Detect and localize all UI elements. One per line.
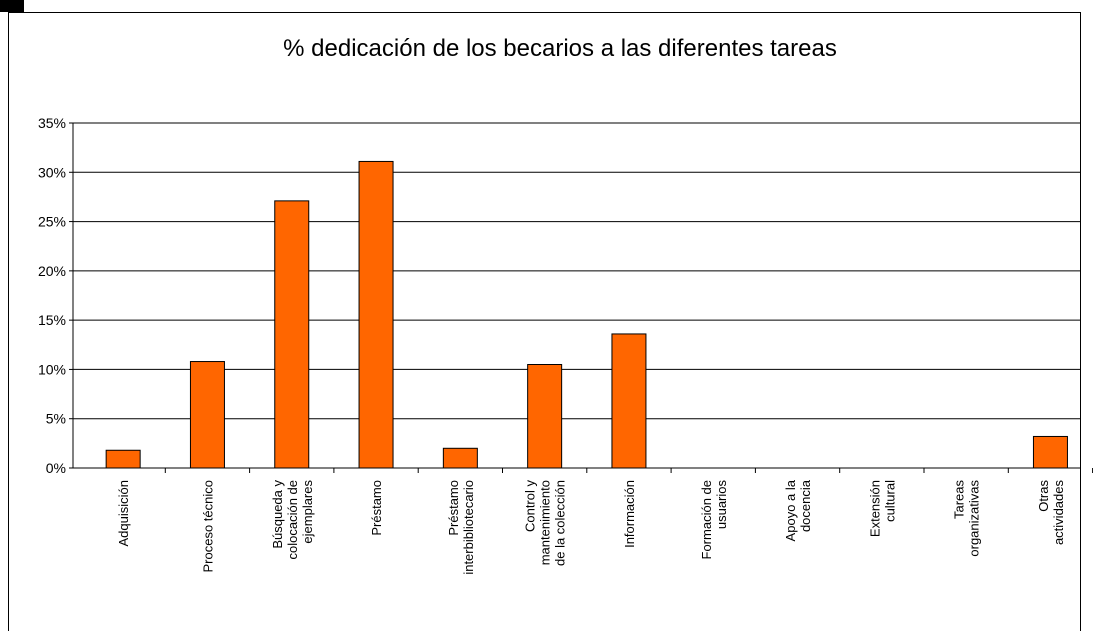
y-tick-label: 0% [46, 460, 66, 476]
bar [611, 333, 647, 469]
x-tick-label: Control ymantenimientode la colección [523, 480, 568, 566]
x-tick-label: Otrasactividades [1036, 480, 1066, 546]
bar [189, 361, 225, 469]
bar [442, 447, 478, 469]
x-tick-label: Adquisición [116, 480, 131, 547]
x-tick-label: Préstamo [369, 480, 384, 536]
y-tick-label: 25% [38, 214, 66, 230]
y-tick-label: 15% [38, 312, 66, 328]
x-tick-label: Proceso técnico [200, 480, 215, 573]
bar [105, 449, 141, 469]
bar [274, 200, 310, 469]
bar [1032, 435, 1068, 469]
y-tick-label: 35% [38, 115, 66, 131]
y-tick-label: 5% [46, 411, 66, 427]
bar [358, 160, 394, 469]
chart-frame [8, 12, 1081, 631]
bar [527, 364, 563, 469]
x-tick-label: Búsqueda ycolocación deejemplares [270, 480, 315, 560]
corner-mark [0, 0, 24, 12]
x-tick-label: Formación deusuarios [699, 480, 729, 560]
y-tick-label: 30% [38, 164, 66, 180]
chart-title: % dedicación de los becarios a las difer… [283, 35, 837, 62]
x-tick-label: Extensióncultural [867, 480, 897, 537]
x-tick-label: Información [622, 480, 637, 548]
x-tick-label: Tareasorganizativas [952, 480, 982, 557]
y-tick-label: 10% [38, 361, 66, 377]
x-tick-label: Apoyo a ladocencia [783, 479, 813, 541]
y-tick-label: 20% [38, 263, 66, 279]
x-tick-label: Préstamointerbibliotecario [446, 480, 476, 575]
